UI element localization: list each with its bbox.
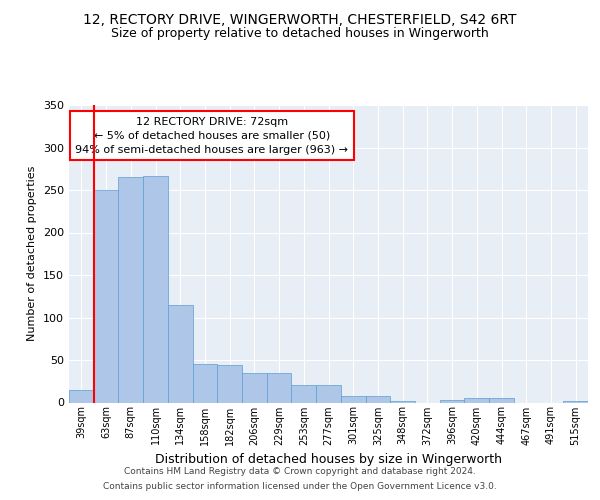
Bar: [489, 398, 514, 402]
Bar: [267, 373, 292, 402]
Bar: [563, 401, 588, 402]
Text: 12 RECTORY DRIVE: 72sqm
← 5% of detached houses are smaller (50)
94% of semi-det: 12 RECTORY DRIVE: 72sqm ← 5% of detached…: [75, 117, 348, 155]
Bar: [316, 384, 341, 402]
Bar: [365, 396, 390, 402]
Bar: [69, 390, 94, 402]
Bar: [440, 400, 464, 402]
Bar: [193, 364, 217, 403]
Bar: [390, 401, 415, 402]
Bar: [242, 373, 267, 402]
Bar: [118, 178, 143, 402]
Text: Size of property relative to detached houses in Wingerworth: Size of property relative to detached ho…: [111, 28, 489, 40]
Bar: [168, 304, 193, 402]
Bar: [341, 396, 365, 402]
Bar: [94, 190, 118, 402]
Bar: [292, 384, 316, 402]
Text: Contains HM Land Registry data © Crown copyright and database right 2024.: Contains HM Land Registry data © Crown c…: [124, 467, 476, 476]
Text: Contains public sector information licensed under the Open Government Licence v3: Contains public sector information licen…: [103, 482, 497, 491]
Y-axis label: Number of detached properties: Number of detached properties: [28, 166, 37, 342]
X-axis label: Distribution of detached houses by size in Wingerworth: Distribution of detached houses by size …: [155, 453, 502, 466]
Bar: [464, 398, 489, 402]
Text: 12, RECTORY DRIVE, WINGERWORTH, CHESTERFIELD, S42 6RT: 12, RECTORY DRIVE, WINGERWORTH, CHESTERF…: [83, 12, 517, 26]
Bar: [143, 176, 168, 402]
Bar: [217, 365, 242, 403]
